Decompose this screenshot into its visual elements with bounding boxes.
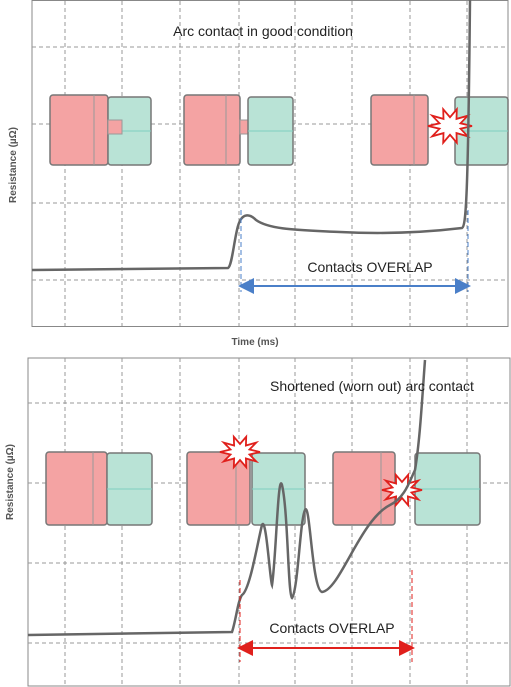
contact-fixed bbox=[46, 452, 107, 525]
arc-pin bbox=[108, 120, 122, 134]
annotation: Contacts OVERLAP bbox=[269, 620, 394, 636]
panel-worn bbox=[28, 358, 510, 686]
y-axis-label: Resistance (µΩ) bbox=[8, 127, 19, 203]
diagram: Arc contact in good condition Contacts O… bbox=[0, 0, 511, 687]
x-axis-label: Time (ms) bbox=[231, 337, 278, 348]
y-axis-label: Resistance (µΩ) bbox=[5, 444, 16, 520]
panel-title: Arc contact in good condition bbox=[173, 23, 353, 39]
contact-fixed bbox=[184, 95, 240, 165]
annotation: Contacts OVERLAP bbox=[307, 259, 432, 275]
panel-good bbox=[32, 1, 508, 327]
panel-title: Shortened (worn out) arc contact bbox=[270, 378, 474, 394]
contact-fixed bbox=[50, 95, 108, 165]
contact-fixed bbox=[371, 95, 428, 165]
page: Arc contact in good condition Contacts O… bbox=[0, 0, 511, 687]
contact-fixed bbox=[187, 452, 250, 525]
